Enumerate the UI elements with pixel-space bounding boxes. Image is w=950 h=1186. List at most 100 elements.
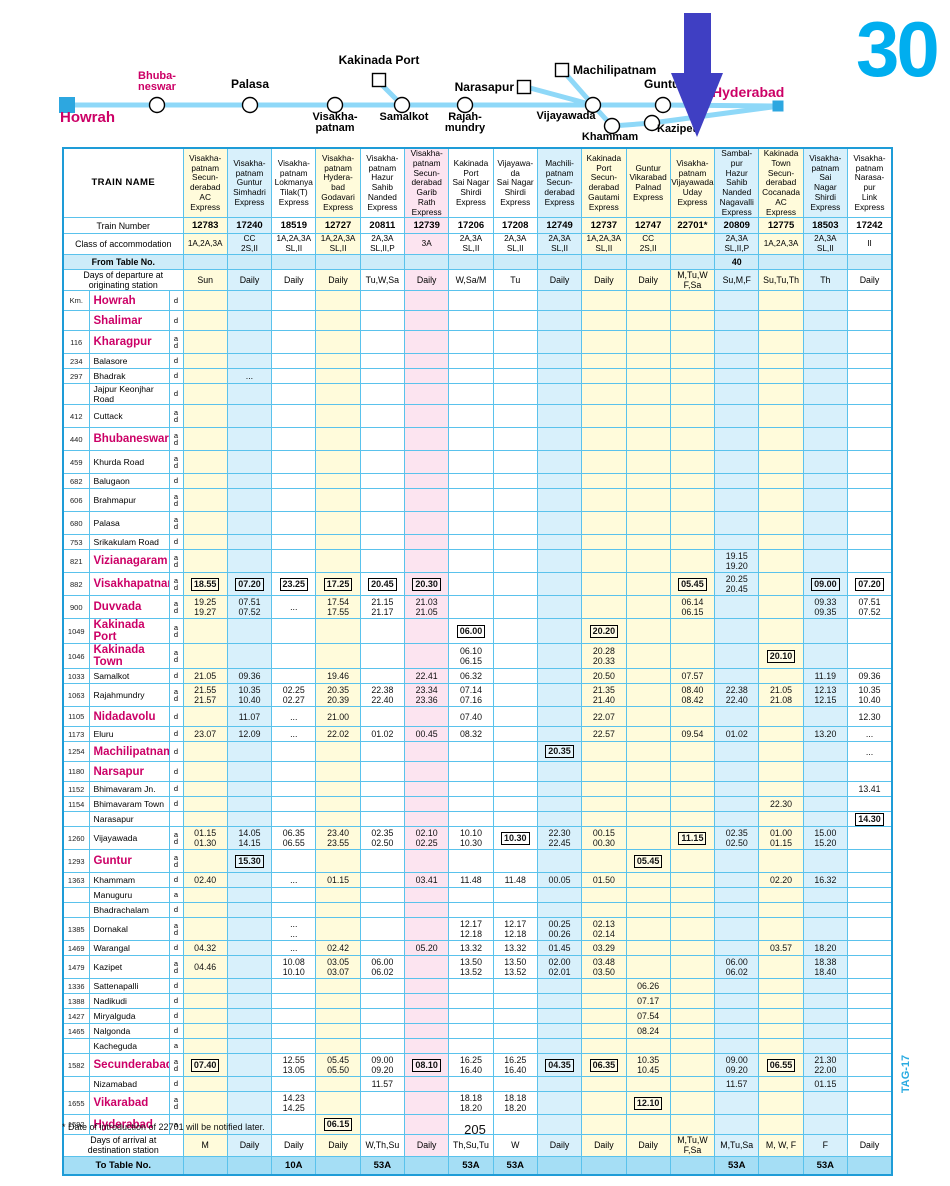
time-cell bbox=[271, 643, 317, 670]
train-name-col14: Kakinada Town Secun- derabad Cocanada AC… bbox=[758, 147, 804, 219]
time-cell bbox=[492, 887, 538, 904]
time-cell: 07.51 07.52 bbox=[226, 595, 273, 620]
train-name-col11: Guntur Vikarabad Palnad Express bbox=[625, 147, 671, 219]
arr-dep-flag: d bbox=[168, 726, 184, 743]
time-cell bbox=[625, 534, 671, 551]
km-cell: 1582 bbox=[62, 1053, 90, 1078]
station-name: Duvvada bbox=[88, 595, 170, 620]
time-cell: 09.00 09.20 bbox=[714, 1053, 760, 1078]
time-cell bbox=[846, 1053, 893, 1078]
route-line bbox=[649, 104, 775, 126]
station-row-guntur: 1293 Guntur a d 15.30 05.45 bbox=[62, 849, 893, 874]
time-cell bbox=[536, 978, 583, 995]
station-row-vikarabad: 1655 Vikarabad a d 14.23 14.25 18.18 18.20 18.1… bbox=[62, 1091, 893, 1116]
time-cell bbox=[625, 310, 671, 332]
time-cell: 12.13 12.15 bbox=[802, 683, 848, 708]
time-cell bbox=[315, 917, 361, 942]
arr-dep-flag: a d bbox=[168, 572, 184, 597]
time-cell bbox=[581, 1008, 627, 1025]
time-cell bbox=[669, 872, 716, 889]
time-cell: 06.14 06.15 bbox=[669, 595, 716, 620]
arr-days-col16: Daily bbox=[846, 1134, 893, 1157]
train-name-col13: Sambal- pur Hazur Sahib Nanded Nagavalli… bbox=[714, 147, 760, 219]
time-cell bbox=[846, 643, 893, 670]
time-cell bbox=[625, 572, 671, 597]
time-cell: 07.57 bbox=[669, 668, 716, 685]
time-cell: 20.25 20.45 bbox=[714, 572, 760, 597]
time-cell bbox=[714, 706, 760, 728]
time-cell bbox=[581, 330, 627, 355]
time-cell bbox=[625, 811, 671, 828]
station-row-bhadrachalam: Bhadrachalam d bbox=[62, 902, 893, 919]
time-cell bbox=[359, 849, 406, 874]
time-cell bbox=[182, 353, 228, 370]
km-cell: 1363 bbox=[62, 872, 90, 889]
map-label: Samalkot bbox=[380, 111, 429, 123]
time-cell: 02.00 02.01 bbox=[536, 955, 583, 980]
time-cell: 20.20 bbox=[581, 618, 627, 645]
time-cell bbox=[448, 473, 494, 490]
station-name: Nizamabad bbox=[88, 1076, 170, 1093]
time-cell bbox=[536, 353, 583, 370]
time-cell bbox=[182, 1091, 228, 1116]
time-cell bbox=[359, 668, 406, 685]
time-cell bbox=[492, 741, 538, 763]
time-cell bbox=[714, 761, 760, 783]
time-cell bbox=[758, 811, 804, 828]
train-number-col1: 12783 bbox=[182, 217, 228, 235]
arr-dep-flag: a d bbox=[168, 917, 184, 942]
dep-days-col1: Sun bbox=[182, 269, 228, 292]
time-cell bbox=[404, 427, 450, 452]
time-cell bbox=[802, 978, 848, 995]
station-name: Sattenapalli bbox=[88, 978, 170, 995]
time-cell: 02.35 02.50 bbox=[714, 826, 760, 851]
to-table-col7: 53A bbox=[448, 1155, 494, 1176]
time-cell: 06.32 bbox=[448, 668, 494, 685]
time-cell bbox=[846, 849, 893, 874]
station-name: Machilipatnam bbox=[88, 741, 170, 763]
time-cell bbox=[581, 1114, 627, 1136]
station-name: Khurda Road bbox=[88, 450, 170, 475]
map-label: Khammam bbox=[582, 131, 638, 143]
km-cell: 606 bbox=[62, 488, 90, 513]
train-number-col8: 17208 bbox=[492, 217, 538, 235]
time-cell bbox=[448, 1076, 494, 1093]
time-cell bbox=[404, 902, 450, 919]
km-cell bbox=[62, 383, 90, 406]
time-cell: 23.34 23.36 bbox=[404, 683, 450, 708]
time-cell: 13.50 13.52 bbox=[492, 955, 538, 980]
time-cell bbox=[802, 796, 848, 813]
time-cell bbox=[758, 1114, 804, 1136]
station-name: Cuttack bbox=[88, 404, 170, 429]
time-cell bbox=[182, 549, 228, 574]
km-cell: 234 bbox=[62, 353, 90, 370]
arr-dep-flag: d bbox=[168, 383, 184, 406]
arr-days-col7: Th,Su,Tu bbox=[448, 1134, 494, 1157]
header-class: Class of accommodation 1A,2A,3A CC 2S,II 1A… bbox=[62, 233, 893, 256]
km-cell: 1180 bbox=[62, 761, 90, 783]
km-cell: 1254 bbox=[62, 741, 90, 763]
time-cell bbox=[536, 761, 583, 783]
time-cell bbox=[536, 1076, 583, 1093]
map-station-howrah bbox=[59, 97, 75, 113]
time-cell: ...... bbox=[271, 917, 317, 942]
time-cell bbox=[271, 330, 317, 355]
time-cell bbox=[182, 887, 228, 904]
time-cell bbox=[536, 811, 583, 828]
station-name: Nadikudi bbox=[88, 993, 170, 1010]
time-cell bbox=[625, 1076, 671, 1093]
km-cell: 1046 bbox=[62, 643, 90, 670]
time-cell: 09.00 bbox=[802, 572, 848, 597]
time-cell bbox=[536, 643, 583, 670]
time-cell: 01.02 bbox=[359, 726, 406, 743]
dep-days-col8: Tu bbox=[492, 269, 538, 292]
km-cell bbox=[62, 1076, 90, 1093]
time-cell bbox=[758, 572, 804, 597]
time-cell bbox=[448, 1023, 494, 1040]
station-row-jajpur-keonjhar-road: Jajpur Keonjhar Road d bbox=[62, 383, 893, 406]
time-cell bbox=[802, 1091, 848, 1116]
time-cell bbox=[758, 549, 804, 574]
time-cell bbox=[669, 761, 716, 783]
time-cell bbox=[404, 1091, 450, 1116]
time-cell bbox=[669, 811, 716, 828]
